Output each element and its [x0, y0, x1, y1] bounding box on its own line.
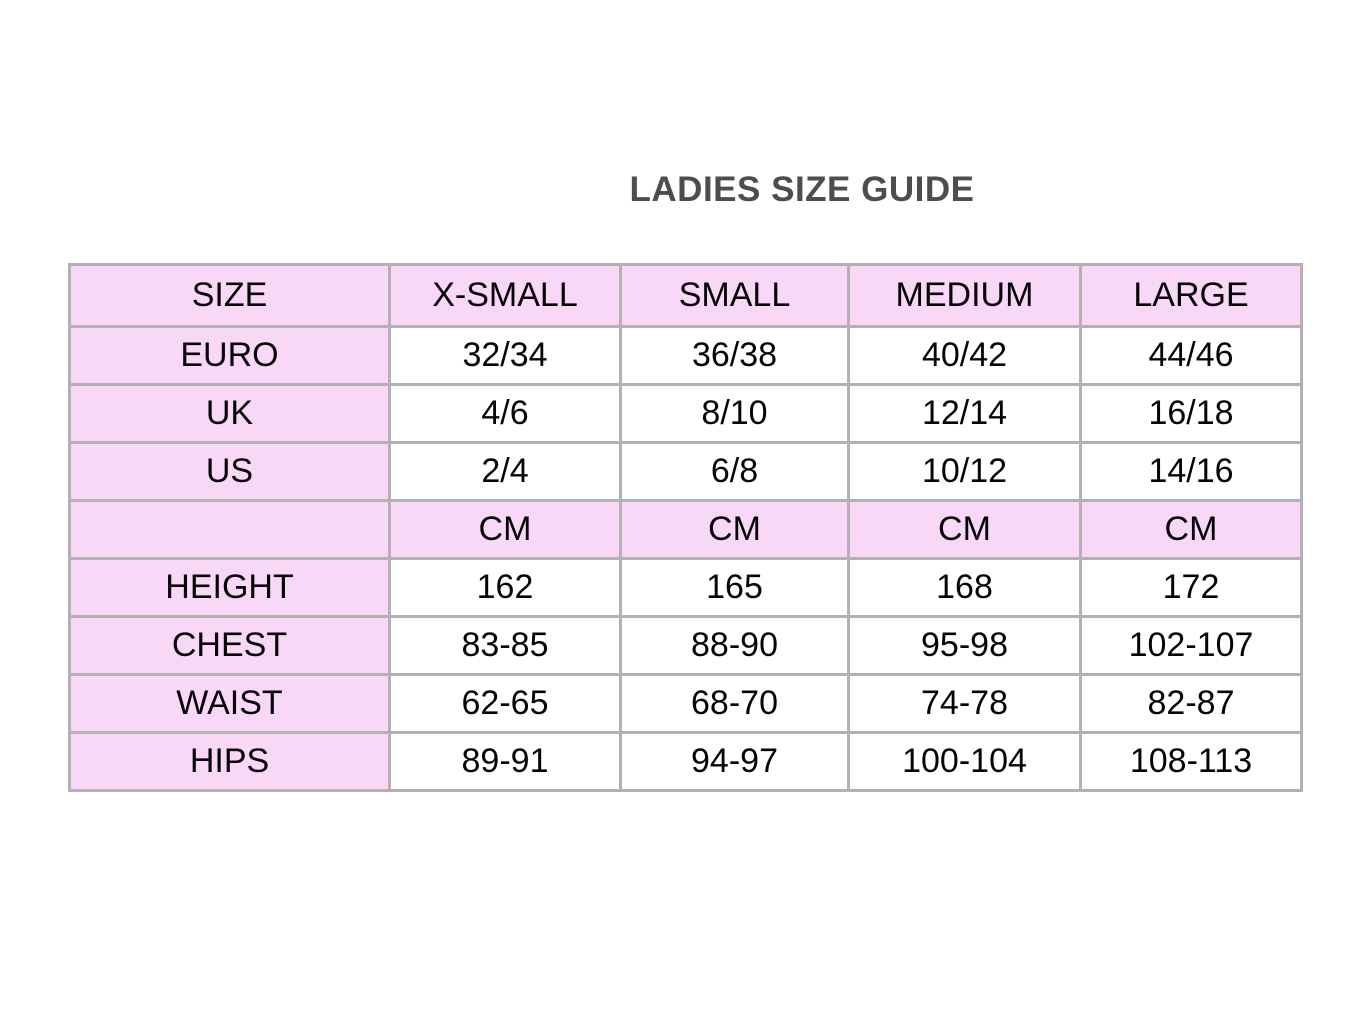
table-cell: 83-85 — [388, 615, 622, 676]
table-cell: 82-87 — [1079, 673, 1303, 734]
header-cell-medium: MEDIUM — [847, 263, 1082, 328]
table-cell: 168 — [847, 557, 1082, 618]
row-label-euro: EURO — [68, 325, 391, 386]
row-label-hips: HIPS — [68, 731, 391, 792]
table-cell: 8/10 — [619, 383, 850, 444]
table-cell: 62-65 — [388, 673, 622, 734]
page-title: LADIES SIZE GUIDE — [629, 170, 975, 209]
table-cell: 74-78 — [847, 673, 1082, 734]
header-cell-small: SMALL — [619, 263, 850, 328]
header-cell-x-small: X-SMALL — [388, 263, 622, 328]
table-cell: 68-70 — [619, 673, 850, 734]
table-cell: 40/42 — [847, 325, 1082, 386]
ladies-size-guide-table: SIZE X-SMALL SMALL MEDIUM LARGE EURO 32/… — [68, 263, 1303, 792]
table-row-waist: WAIST 62-65 68-70 74-78 82-87 — [68, 673, 1303, 734]
table-cell-cm: CM — [388, 499, 622, 560]
table-row-uk: UK 4/6 8/10 12/14 16/18 — [68, 383, 1303, 444]
table-cell-cm: CM — [619, 499, 850, 560]
row-label-height: HEIGHT — [68, 557, 391, 618]
table-cell: 95-98 — [847, 615, 1082, 676]
row-label-us: US — [68, 441, 391, 502]
table-cell: 32/34 — [388, 325, 622, 386]
table-cell: 108-113 — [1079, 731, 1303, 792]
table-row-chest: CHEST 83-85 88-90 95-98 102-107 — [68, 615, 1303, 676]
table-row-hips: HIPS 89-91 94-97 100-104 108-113 — [68, 731, 1303, 792]
table-cell: 14/16 — [1079, 441, 1303, 502]
table-row-cm-units: CM CM CM CM — [68, 499, 1303, 560]
table-cell: 88-90 — [619, 615, 850, 676]
table-cell: 100-104 — [847, 731, 1082, 792]
table-cell-cm: CM — [1079, 499, 1303, 560]
table-cell: 36/38 — [619, 325, 850, 386]
row-label-uk: UK — [68, 383, 391, 444]
table-cell: 4/6 — [388, 383, 622, 444]
table-row-euro: EURO 32/34 36/38 40/42 44/46 — [68, 325, 1303, 386]
table-cell: 165 — [619, 557, 850, 618]
table-cell: 102-107 — [1079, 615, 1303, 676]
table-cell-cm: CM — [847, 499, 1082, 560]
table-cell: 89-91 — [388, 731, 622, 792]
table-cell: 12/14 — [847, 383, 1082, 444]
table-row-us: US 2/4 6/8 10/12 14/16 — [68, 441, 1303, 502]
table-cell: 172 — [1079, 557, 1303, 618]
table-header-row: SIZE X-SMALL SMALL MEDIUM LARGE — [68, 263, 1303, 328]
header-cell-size: SIZE — [68, 263, 391, 328]
table-row-height: HEIGHT 162 165 168 172 — [68, 557, 1303, 618]
table-cell: 162 — [388, 557, 622, 618]
table-cell: 6/8 — [619, 441, 850, 502]
row-label-empty — [68, 499, 391, 560]
table-cell: 10/12 — [847, 441, 1082, 502]
table-cell: 94-97 — [619, 731, 850, 792]
row-label-waist: WAIST — [68, 673, 391, 734]
table-cell: 44/46 — [1079, 325, 1303, 386]
header-cell-large: LARGE — [1079, 263, 1303, 328]
table-cell: 2/4 — [388, 441, 622, 502]
table-cell: 16/18 — [1079, 383, 1303, 444]
row-label-chest: CHEST — [68, 615, 391, 676]
